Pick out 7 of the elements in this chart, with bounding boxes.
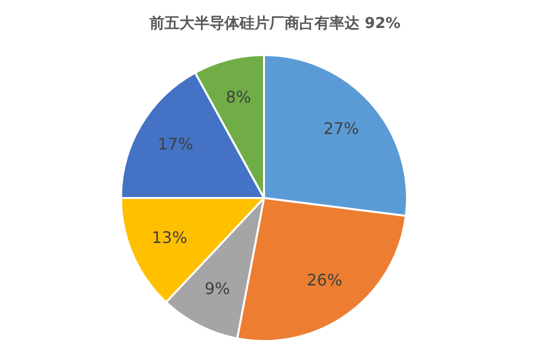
data-label: 13% bbox=[152, 228, 188, 248]
data-label: 27% bbox=[323, 119, 360, 138]
data-label: 17% bbox=[158, 134, 194, 154]
data-label: 8% bbox=[226, 87, 252, 106]
chart-title: 前五大半导体硅片厂商占有率达 92% bbox=[148, 14, 402, 33]
data-label: 9% bbox=[204, 278, 230, 298]
data-label: 26% bbox=[306, 270, 342, 290]
